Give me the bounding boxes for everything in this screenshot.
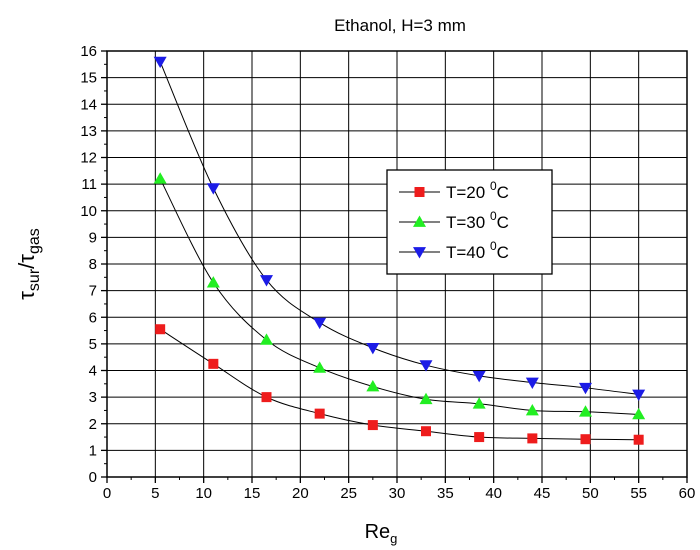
y-tick-label: 9: [89, 229, 97, 246]
y-tick-label: 4: [89, 363, 97, 380]
y-tick-label: 14: [80, 96, 97, 113]
x-tick-label: 20: [292, 485, 309, 502]
x-tick-label: 25: [340, 485, 357, 502]
y-tick-label: 8: [89, 256, 97, 273]
data-point: [366, 342, 380, 355]
data-point: [367, 420, 378, 431]
data-point: [260, 333, 273, 345]
x-tick-label: 15: [244, 485, 261, 502]
y-tick-label: 5: [89, 336, 97, 353]
data-point: [472, 397, 486, 409]
x-tick-label: 40: [485, 485, 502, 502]
x-tick-label: 5: [151, 485, 159, 502]
x-tick-label: 45: [534, 485, 551, 502]
x-tick-label: 10: [195, 485, 212, 502]
y-tick-label: 15: [80, 70, 97, 87]
legend-marker: [413, 215, 426, 227]
axis-ticks: 0 5 10 15 20 25 30 35 40 45 50 55 600123456789101112…: [80, 43, 695, 502]
data-point: [419, 392, 433, 405]
x-tick-label: 0: [103, 485, 111, 502]
y-tick-label: 13: [80, 123, 97, 140]
y-tick-label: 11: [81, 176, 97, 193]
grid: [107, 51, 687, 477]
legend-label: T=30 0C: [446, 209, 509, 232]
series-line: [159, 178, 639, 415]
data-point: [313, 361, 327, 373]
chart-title: Ethanol, H=3 mm: [334, 16, 466, 35]
x-tick-label: 60: [679, 485, 696, 502]
data-point: [366, 379, 380, 392]
data-point: [260, 275, 273, 287]
legend-marker: [413, 247, 426, 259]
y-tick-label: 10: [80, 203, 97, 220]
data-point: [525, 377, 539, 389]
data-point: [632, 389, 646, 401]
data-point: [153, 56, 167, 69]
y-tick-label: 7: [89, 283, 97, 300]
data-point: [155, 324, 166, 335]
y-axis-label: τsur/τgas: [14, 228, 43, 300]
legend-marker: [414, 187, 425, 197]
y-tick-label: 2: [89, 416, 97, 433]
data-point: [421, 426, 431, 437]
data-point: [632, 407, 646, 420]
x-tick-label: 35: [437, 485, 454, 502]
x-tick-label: 30: [389, 485, 406, 502]
data-point: [579, 382, 592, 395]
x-tick-label: 55: [630, 485, 647, 502]
y-tick-label: 6: [89, 309, 97, 326]
data-point: [633, 434, 644, 445]
legend-label: T=20 0C: [446, 179, 509, 202]
data-point: [472, 370, 486, 383]
data-point: [206, 183, 220, 195]
y-tick-label: 16: [80, 43, 97, 60]
data-point: [261, 392, 272, 403]
data-point: [314, 408, 325, 419]
y-tick-label: 3: [89, 389, 97, 406]
x-axis-label: Reg: [365, 521, 398, 546]
data-point: [474, 432, 485, 443]
y-tick-label: 12: [80, 150, 97, 167]
data-point: [208, 358, 219, 369]
data-point: [419, 360, 433, 372]
data-point: [206, 276, 220, 288]
legend-label: T=40 0C: [446, 239, 509, 262]
y-tick-label: 1: [89, 442, 97, 459]
data-point: [527, 433, 538, 444]
data-point: [579, 405, 592, 417]
data-markers: [153, 56, 646, 445]
series-line: [159, 328, 639, 441]
y-tick-label: 0: [89, 469, 97, 486]
data-point: [313, 317, 327, 330]
data-point: [580, 434, 591, 445]
legend: T=20 0C T=30 0C T=40 0C: [386, 169, 553, 275]
x-tick-label: 50: [582, 485, 599, 502]
data-point: [525, 403, 539, 416]
data-point: [153, 172, 167, 184]
